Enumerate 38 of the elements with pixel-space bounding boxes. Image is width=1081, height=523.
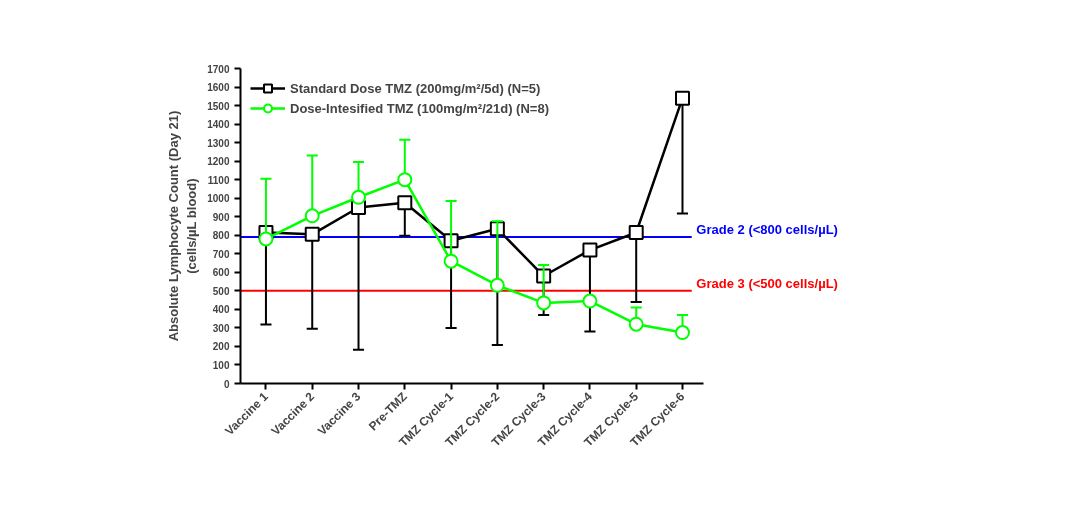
y-tick-label: 100 [212, 359, 230, 371]
point [443, 253, 459, 269]
point [536, 295, 552, 311]
point [674, 90, 690, 106]
ref-line-label: Grade 3 (<500 cells/µL) [696, 275, 838, 291]
y-tick-label: 0 [223, 378, 230, 390]
y-tick-label: 1100 [207, 174, 230, 186]
point [351, 189, 367, 205]
y-tick-label: 500 [212, 285, 230, 297]
legend-label: Standard Dose TMZ (200mg/m²/5d) (N=5) [290, 80, 541, 96]
point [582, 293, 598, 309]
y-tick-label: 200 [212, 341, 230, 353]
point [628, 316, 644, 332]
point [258, 231, 274, 247]
point [397, 195, 413, 211]
y-tick-label: 900 [212, 211, 230, 223]
ref-line-label: Grade 2 (<800 cells/µL) [696, 222, 838, 238]
y-tick-label: 700 [212, 248, 230, 260]
y-tick-label: 300 [212, 322, 230, 334]
y-tick-label: 1600 [207, 82, 230, 94]
y-tick-label: 600 [212, 267, 230, 279]
point [489, 277, 505, 293]
point [304, 226, 320, 242]
point [582, 242, 598, 258]
point [674, 325, 690, 341]
y-tick-label: 1000 [207, 193, 230, 205]
y-tick-label: 1400 [207, 119, 230, 131]
legend-label: Dose-Intesified TMZ (100mg/m²/21d) (N=8) [290, 100, 549, 116]
y-tick-label: 1700 [207, 63, 230, 75]
point [304, 208, 320, 224]
point [397, 172, 413, 188]
point [628, 224, 644, 240]
y-tick-label: 1500 [207, 100, 230, 112]
y-axis-title: Absolute Lymphocyte Count (Day 21) (cells/µL blood) [166, 110, 200, 342]
y-tick-label: 800 [212, 230, 230, 242]
y-tick-label: 1200 [207, 156, 230, 168]
y-tick-label: 400 [212, 304, 230, 316]
y-tick-label: 1300 [207, 137, 230, 149]
